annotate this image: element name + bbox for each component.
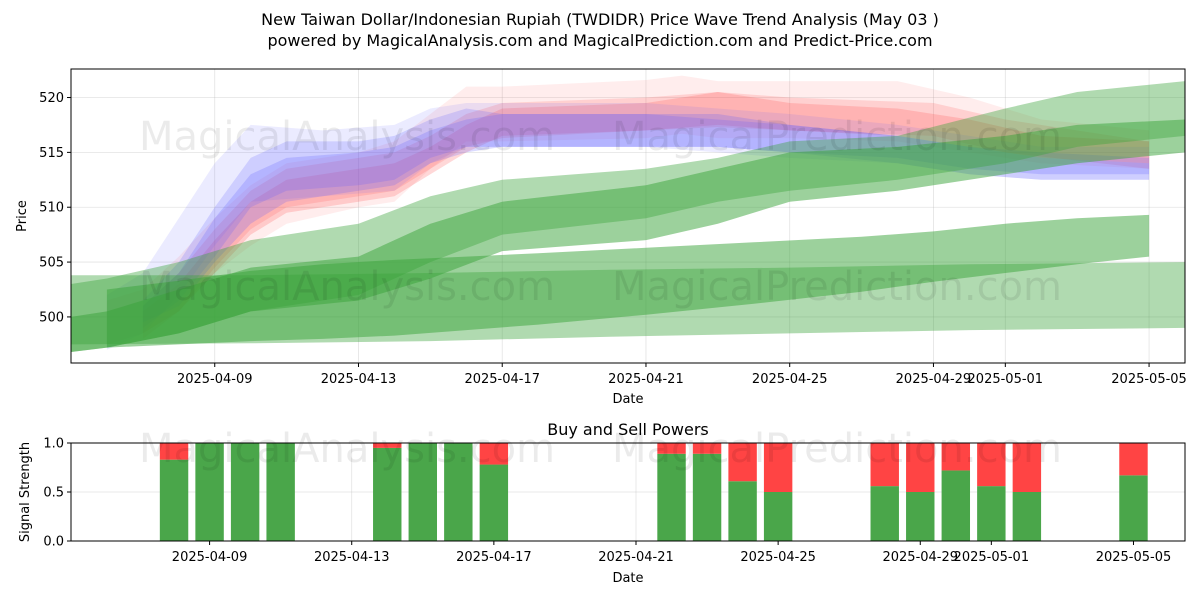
price-x-tick-label: 2025-05-01 [968, 372, 1044, 387]
chart-subtitle: powered by MagicalAnalysis.com and Magic… [267, 31, 933, 50]
sell-bar [763, 443, 793, 492]
price-band-green-9 [106, 214, 1150, 348]
price-x-tick-label: 2025-04-09 [177, 372, 253, 387]
sell-bar [870, 443, 899, 487]
sell-bar [1119, 443, 1148, 476]
price-plot-frame [70, 68, 1186, 364]
price-x-tick-label: 2025-04-17 [464, 372, 540, 387]
watermark-right: MagicalPrediction.com [612, 114, 1062, 160]
signal-x-tick-label: 2025-04-13 [314, 550, 390, 565]
signal-y-tick-label: 1.0 [43, 437, 64, 452]
chart-title: New Taiwan Dollar/Indonesian Rupiah (TWD… [261, 10, 939, 29]
sell-bar [159, 443, 189, 460]
buy-bar [159, 459, 189, 541]
sell-bar [977, 443, 1006, 487]
buy-bar [870, 486, 899, 541]
signal-y-tick-label: 0.5 [43, 486, 64, 501]
buy-bar [444, 443, 473, 541]
sell-bar [1012, 443, 1042, 492]
buy-bar [373, 447, 402, 541]
signal-chart-title: Buy and Sell Powers [547, 420, 709, 439]
watermark-left-2: MagicalAnalysis.com [139, 264, 555, 310]
price-y-tick-label: 520 [39, 91, 64, 106]
sell-bar [906, 443, 935, 492]
signal-bars [159, 443, 1148, 541]
price-y-axis-label: Price [15, 200, 30, 232]
signal-x-axis-label: Date [612, 571, 643, 586]
buy-bar [763, 492, 793, 541]
buy-bar [230, 443, 260, 541]
price-axes: 500 505 510 515 520 2025-04-09 2025-04-13 2025-… [39, 91, 1187, 387]
buy-bar [728, 481, 757, 541]
signal-x-tick-label: 2025-05-05 [1096, 550, 1172, 565]
watermark-right-2: MagicalPrediction.com [612, 264, 1062, 310]
price-x-axis-label: Date [612, 392, 643, 407]
price-x-tick-label: 2025-04-29 [896, 372, 972, 387]
buy-bar [692, 453, 722, 541]
sell-bar [479, 443, 509, 465]
signal-x-tick-label: 2025-04-09 [172, 550, 248, 565]
price-x-tick-label: 2025-05-05 [1111, 372, 1187, 387]
sell-bar [657, 443, 686, 454]
watermark-bottom-right: MagicalPrediction.com [612, 426, 1062, 472]
price-y-tick-label: 500 [39, 310, 64, 325]
sell-bar [728, 443, 757, 482]
price-band-blue-3 [106, 103, 1150, 350]
buy-bar [941, 470, 971, 541]
price-y-tick-label: 505 [39, 256, 64, 271]
signal-x-tick-label: 2025-04-25 [740, 550, 816, 565]
signal-x-tick-label: 2025-04-21 [598, 550, 674, 565]
buy-bar [1119, 475, 1148, 541]
sell-bar [373, 443, 402, 448]
price-y-tick-label: 510 [39, 201, 64, 216]
price-x-tick-label: 2025-04-25 [752, 372, 828, 387]
signal-x-tick-label: 2025-04-29 [882, 550, 958, 565]
sell-bar [692, 443, 722, 454]
price-bands [71, 75, 1185, 352]
sell-bar [941, 443, 971, 471]
watermark-bottom-left: MagicalAnalysis.com [139, 426, 555, 472]
chart-title-block: New Taiwan Dollar/Indonesian Rupiah (TWD… [0, 9, 1200, 51]
buy-bar [977, 486, 1006, 541]
price-band-red-1 [142, 92, 1150, 339]
price-band-red-0 [106, 75, 1150, 345]
price-y-tick-label: 515 [39, 146, 64, 161]
buy-bar [266, 443, 295, 541]
price-x-tick-label: 2025-04-13 [321, 372, 397, 387]
signal-y-axis-label: Signal Strength [18, 442, 33, 542]
signal-x-tick-label: 2025-04-17 [456, 550, 532, 565]
watermark-left: MagicalAnalysis.com [139, 114, 555, 160]
buy-bar [1012, 492, 1042, 541]
signal-x-tick-label: 2025-05-01 [954, 550, 1030, 565]
signal-axes: 0.0 0.5 1.0 2025-04-09 2025-04-13 2025-04-17 2… [43, 437, 1171, 566]
buy-bar [906, 492, 935, 541]
buy-bar [657, 453, 686, 541]
buy-bar [408, 443, 438, 541]
buy-bar [195, 443, 224, 541]
price-band-blue-5 [142, 114, 1150, 323]
signal-y-tick-label: 0.0 [43, 535, 64, 550]
price-band-blue-4 [142, 108, 1150, 328]
price-x-tick-label: 2025-04-21 [608, 372, 684, 387]
buy-bar [479, 464, 509, 541]
